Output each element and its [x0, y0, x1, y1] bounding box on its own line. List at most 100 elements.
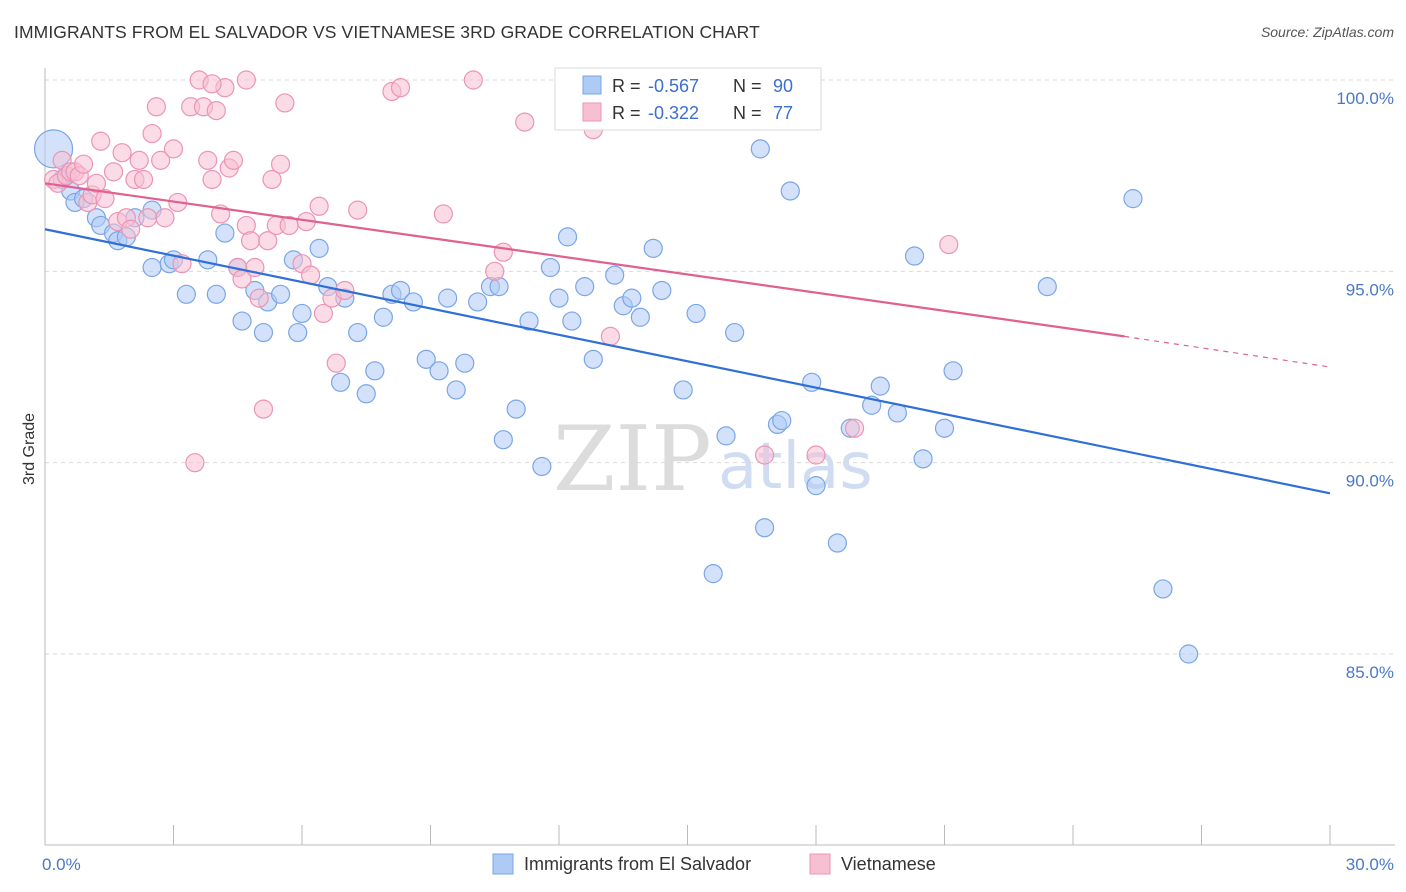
el-salvador-point-84	[943, 361, 963, 381]
y-tick-label-3: 85.0%	[1346, 663, 1394, 682]
y-axis-label: 3rd Grade	[21, 413, 38, 485]
vietnamese-point-48	[270, 154, 291, 174]
vietnamese-point-74	[202, 74, 222, 94]
el-salvador-point-82	[913, 449, 933, 469]
source-label: Source: ZipAtlas.com	[1260, 24, 1394, 40]
x-tick-label-max: 30.0%	[1346, 855, 1394, 874]
x-tick-labels: 0.0% 30.0%	[42, 855, 1394, 874]
vietnamese-point-55	[313, 303, 334, 324]
el-salvador-point-65	[686, 303, 706, 324]
trend-line-el-salvador	[44, 228, 1331, 495]
vietnamese-point-70	[806, 445, 826, 465]
series-vietnamese-points	[43, 70, 959, 473]
legend-r-label-blue: R =	[612, 76, 641, 96]
vietnamese-point-54	[309, 196, 329, 216]
el-salvador-point-22	[253, 322, 274, 343]
vietnamese-point-31	[198, 150, 218, 170]
el-salvador-point-30	[330, 372, 351, 392]
vietnamese-point-17	[121, 219, 141, 239]
legend-r-value-blue: -0.567	[648, 76, 699, 96]
el-salvador-point-73	[780, 181, 800, 201]
el-salvador-point-43	[455, 353, 475, 373]
legend-n-value-pink: 77	[773, 103, 793, 123]
el-salvador-point-48	[506, 399, 526, 419]
el-salvador-point-42	[446, 380, 466, 400]
series-legend-el-salvador: Immigrants from El Salvador	[524, 854, 751, 874]
vietnamese-point-65	[493, 242, 513, 262]
watermark-atlas: atlas	[718, 430, 873, 504]
vietnamese-point-57	[326, 353, 346, 373]
el-salvador-point-44	[468, 292, 488, 312]
el-salvador-point-18	[215, 223, 235, 243]
el-salvador-point-41	[438, 288, 458, 308]
vietnamese-point-43	[249, 288, 269, 308]
vietnamese-point-21	[138, 208, 158, 228]
el-salvador-point-64	[673, 380, 693, 400]
trend-line-vietnamese-extension	[1124, 335, 1331, 368]
vietnamese-point-45	[258, 231, 278, 251]
vietnamese-point-23	[151, 150, 171, 170]
el-salvador-point-39	[416, 349, 436, 369]
vietnamese-point-7	[73, 154, 94, 174]
el-salvador-point-34	[365, 361, 385, 381]
vietnamese-point-63	[463, 70, 483, 90]
el-salvador-point-88	[1179, 644, 1199, 664]
el-salvador-point-76	[827, 533, 848, 553]
el-salvador-point-75	[806, 476, 826, 496]
legend-swatch-pink	[582, 102, 602, 122]
el-salvador-point-51	[540, 257, 561, 278]
vietnamese-point-61	[390, 78, 411, 98]
vietnamese-point-33	[206, 101, 226, 121]
el-salvador-point-38	[403, 292, 423, 312]
vietnamese-point-44	[253, 399, 274, 419]
legend-swatch-blue	[582, 75, 602, 95]
chart-title: IMMIGRANTS FROM EL SALVADOR VS VIETNAMES…	[14, 22, 760, 42]
legend-r-label-pink: R =	[612, 103, 641, 123]
vietnamese-point-69	[754, 445, 775, 465]
el-salvador-point-49	[519, 311, 539, 331]
el-salvador-point-37	[390, 280, 411, 301]
el-salvador-point-40	[429, 361, 449, 381]
y-tick-label-2: 90.0%	[1346, 472, 1394, 491]
legend-n-label-blue: N =	[733, 76, 762, 96]
vietnamese-point-15	[112, 143, 132, 163]
y-tick-label-1: 95.0%	[1346, 280, 1394, 299]
el-salvador-point-28	[309, 238, 329, 258]
vietnamese-point-46	[262, 169, 282, 190]
el-salvador-point-85	[1037, 277, 1057, 297]
el-salvador-point-62	[643, 238, 663, 258]
el-salvador-point-16	[198, 250, 218, 270]
vietnamese-point-22	[142, 123, 162, 144]
y-tick-label-0: 100.0%	[1336, 89, 1394, 108]
y-tick-labels: 100.0% 95.0% 90.0% 85.0%	[1336, 89, 1394, 682]
el-salvador-point-83	[934, 418, 955, 438]
vietnamese-point-62	[433, 204, 453, 224]
el-salvador-point-27	[292, 303, 312, 324]
el-salvador-point-55	[575, 277, 595, 297]
el-salvador-point-87	[1153, 579, 1173, 599]
vietnamese-point-12	[95, 189, 115, 209]
trend-line-vietnamese	[44, 182, 1125, 338]
vietnamese-point-49	[275, 93, 295, 113]
el-salvador-point-35	[373, 307, 393, 327]
watermark-zip: ZIP	[553, 407, 712, 512]
el-salvador-point-70	[754, 518, 775, 538]
el-salvador-point-24	[270, 284, 291, 304]
vietnamese-point-20	[133, 169, 154, 190]
el-salvador-point-79	[870, 376, 890, 396]
vietnamese-point-71	[844, 418, 865, 438]
el-salvador-point-32	[348, 322, 368, 343]
vietnamese-point-13	[103, 162, 124, 182]
vietnamese-point-64	[485, 261, 505, 281]
legend-r-value-pink: -0.322	[648, 103, 699, 123]
x-tick-label-min: 0.0%	[42, 855, 81, 874]
el-salvador-point-63	[652, 280, 672, 301]
legend-n-value-blue: 90	[773, 76, 793, 96]
el-salvador-point-12	[142, 257, 162, 278]
el-salvador-point-86	[1123, 189, 1143, 209]
el-salvador-point-60	[622, 288, 642, 308]
vietnamese-point-72	[939, 234, 959, 255]
el-salvador-point-61	[630, 307, 650, 327]
vietnamese-point-29	[185, 453, 205, 473]
el-salvador-point-81	[904, 246, 925, 266]
